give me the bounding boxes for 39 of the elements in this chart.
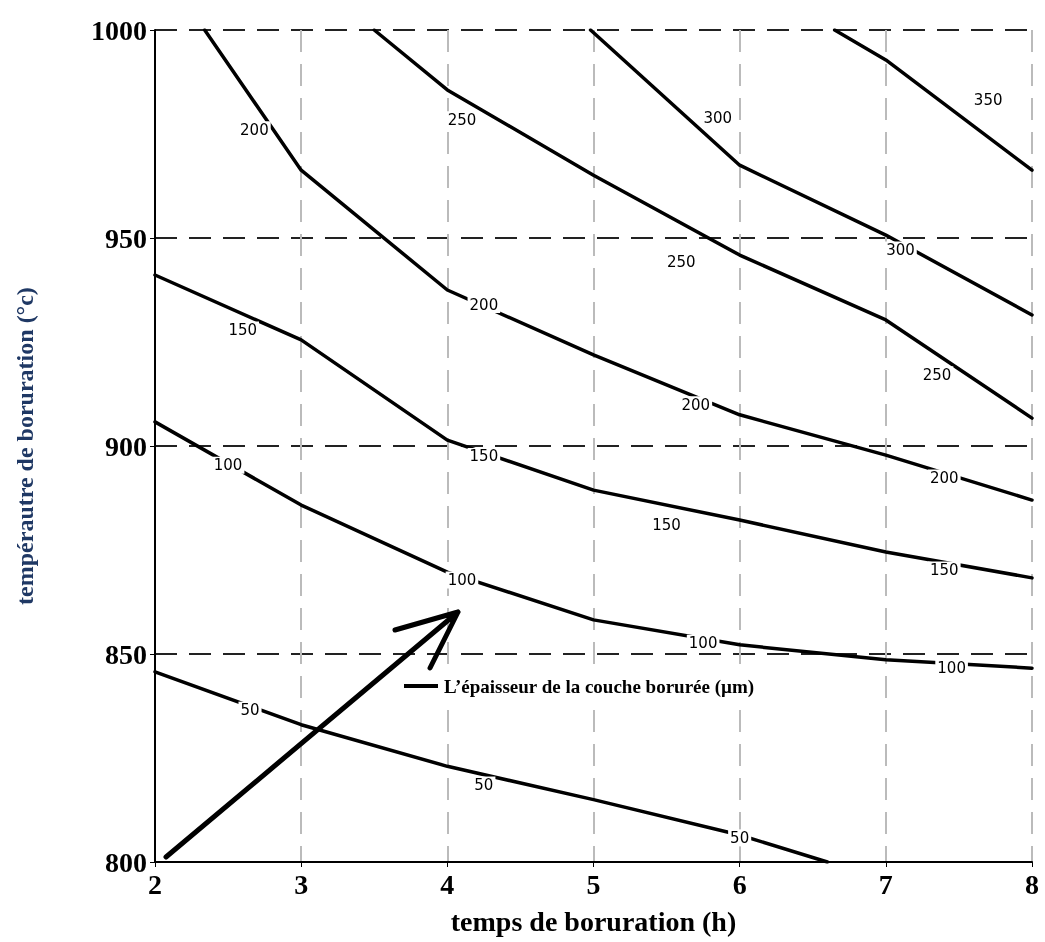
y-tick-label: 850 — [105, 638, 147, 670]
annotation: 200 — [929, 469, 959, 488]
y-axis-title: tempérautre de boruration (°c) — [12, 287, 38, 605]
annotation: 50 — [730, 828, 750, 847]
x-tick-label: 3 — [294, 868, 309, 900]
line-series — [588, 28, 1034, 317]
annotation: 300 — [886, 241, 915, 260]
annotation: 200 — [469, 295, 499, 314]
annotation: 250 — [447, 110, 477, 129]
annotation: 100 — [447, 570, 477, 589]
annotation: 50 — [240, 701, 260, 720]
annotation: 150 — [929, 560, 959, 579]
annotation: 100 — [688, 634, 718, 653]
annotation: 150 — [228, 320, 258, 339]
line-series — [202, 28, 1034, 502]
x-tick-label: 6 — [732, 868, 747, 900]
annotation: 50 — [474, 776, 494, 795]
annotation: 200 — [681, 395, 711, 414]
annotation: 350 — [973, 90, 1003, 109]
annotation: 100 — [213, 456, 243, 475]
annotation: 200 — [240, 120, 269, 139]
annotation: 250 — [666, 253, 696, 272]
y-tick-label: 1000 — [91, 14, 147, 46]
annotation: 300 — [703, 109, 733, 128]
annotation: 150 — [652, 516, 681, 535]
annotation: 150 — [469, 447, 499, 466]
x-axis-title: temps de boruration (h) — [450, 905, 737, 937]
x-tick-label: 5 — [586, 868, 601, 900]
x-tick-label: 2 — [148, 868, 162, 900]
x-tick-label: 4 — [440, 868, 455, 900]
y-tick-label: 950 — [105, 222, 147, 254]
annotation: 250 — [922, 365, 952, 384]
annotation: 100 — [937, 659, 966, 678]
x-tick-label: 7 — [878, 868, 893, 900]
annotation: L’épaisseur de la couche borurée (µm) — [444, 676, 755, 698]
y-tick-label: 800 — [105, 846, 147, 878]
y-tick-label: 900 — [105, 430, 147, 462]
line-series — [372, 28, 1034, 420]
x-tick-label: 8 — [1025, 868, 1039, 900]
